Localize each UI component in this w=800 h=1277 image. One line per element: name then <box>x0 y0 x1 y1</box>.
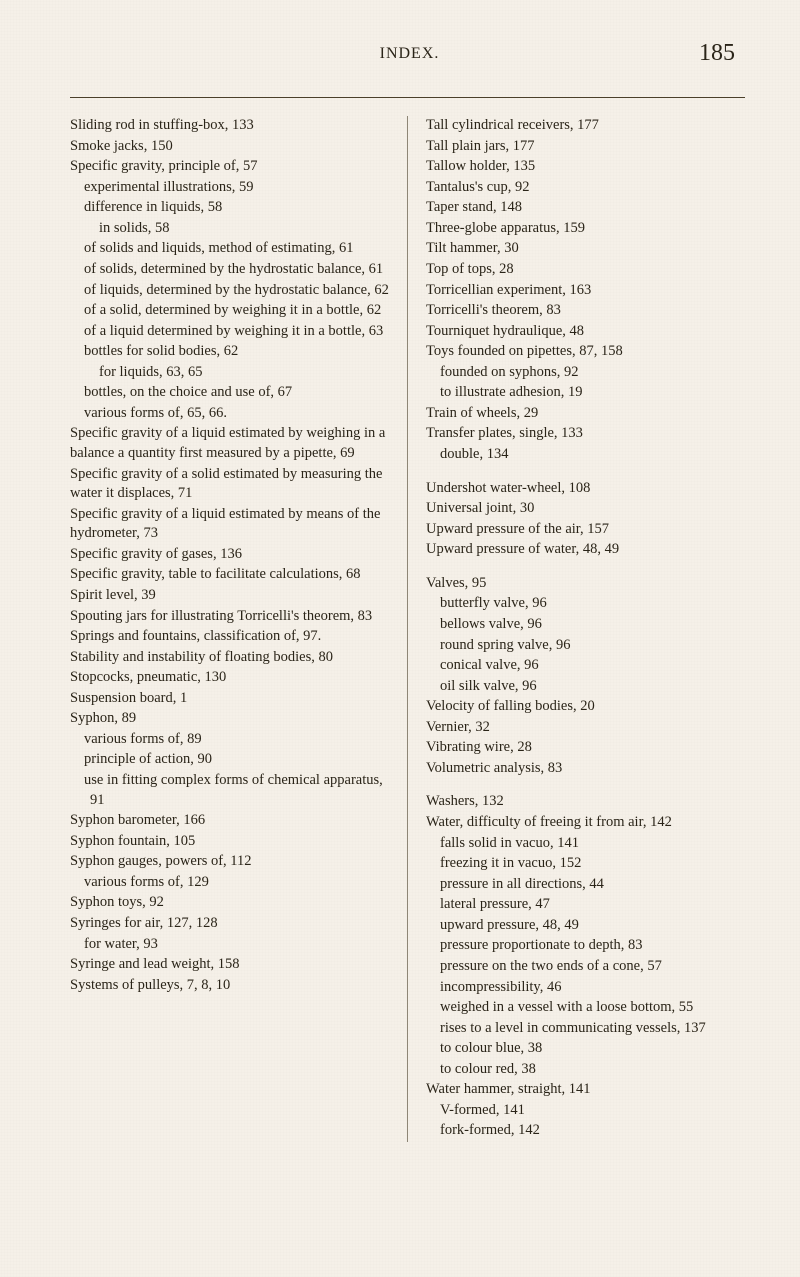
index-entry: in solids, 58 <box>70 219 389 239</box>
index-entry: conical valve, 96 <box>426 656 745 676</box>
index-entry: round spring valve, 96 <box>426 636 745 656</box>
index-entry: fork-formed, 142 <box>426 1121 745 1141</box>
index-entry: Syphon fountain, 105 <box>70 832 389 852</box>
index-entry: Torricellian experiment, 163 <box>426 281 745 301</box>
index-entry: Syphon gauges, powers of, 112 <box>70 852 389 872</box>
index-entry: Washers, 132 <box>426 792 745 812</box>
index-entry: Tantalus's cup, 92 <box>426 178 745 198</box>
index-entry: Upward pressure of water, 48, 49 <box>426 540 745 560</box>
index-entry: Syphon toys, 92 <box>70 893 389 913</box>
index-entry: Tallow holder, 135 <box>426 157 745 177</box>
left-column: Sliding rod in stuffing-box, 133Smoke ja… <box>70 116 389 1142</box>
index-entry: difference in liquids, 58 <box>70 198 389 218</box>
index-entry: Specific gravity of a solid estimated by… <box>70 465 389 504</box>
index-entry: rises to a level in communicating vessel… <box>426 1019 745 1039</box>
index-entry: V-formed, 141 <box>426 1101 745 1121</box>
index-entry: Springs and fountains, classification of… <box>70 627 389 647</box>
index-entry: falls solid in vacuo, 141 <box>426 834 745 854</box>
index-entry: Stopcocks, pneumatic, 130 <box>70 668 389 688</box>
index-entry: Tall cylindrical receivers, 177 <box>426 116 745 136</box>
index-entry: Spouting jars for illustrating Torricell… <box>70 607 389 627</box>
index-entry: Suspension board, 1 <box>70 689 389 709</box>
index-entry: of liquids, determined by the hydrostati… <box>70 281 389 301</box>
index-entry: Taper stand, 148 <box>426 198 745 218</box>
index-entry: Specific gravity, principle of, 57 <box>70 157 389 177</box>
index-entry: weighed in a vessel with a loose bottom,… <box>426 998 745 1018</box>
index-entry: of solids and liquids, method of estimat… <box>70 239 389 259</box>
index-entry: Water, difficulty of freeing it from air… <box>426 813 745 833</box>
index-entry: bottles for solid bodies, 62 <box>70 342 389 362</box>
index-entry: Systems of pulleys, 7, 8, 10 <box>70 976 389 996</box>
index-entry: experimental illustrations, 59 <box>70 178 389 198</box>
index-entry: incompressibility, 46 <box>426 978 745 998</box>
index-entry: Specific gravity, table to facilitate ca… <box>70 565 389 585</box>
index-entry: Universal joint, 30 <box>426 499 745 519</box>
index-entry: founded on syphons, 92 <box>426 363 745 383</box>
index-entry: Syringe and lead weight, 158 <box>70 955 389 975</box>
index-entry: Vernier, 32 <box>426 718 745 738</box>
index-entry: Stability and instability of floating bo… <box>70 648 389 668</box>
index-entry: Top of tops, 28 <box>426 260 745 280</box>
index-entry: various forms of, 89 <box>70 730 389 750</box>
index-entry: Syringes for air, 127, 128 <box>70 914 389 934</box>
index-entry: Sliding rod in stuffing-box, 133 <box>70 116 389 136</box>
index-entry: Undershot water-wheel, 108 <box>426 479 745 499</box>
index-entry: butterfly valve, 96 <box>426 594 745 614</box>
index-entry: bellows valve, 96 <box>426 615 745 635</box>
header-title: INDEX. <box>120 45 699 63</box>
index-entry: Spirit level, 39 <box>70 586 389 606</box>
index-entry: Valves, 95 <box>426 574 745 594</box>
header-divider <box>70 97 745 98</box>
index-entry: Specific gravity of a liquid estimated b… <box>70 424 389 463</box>
index-entry: Three-globe apparatus, 159 <box>426 219 745 239</box>
index-entry: for water, 93 <box>70 935 389 955</box>
index-entry: Syphon barometer, 166 <box>70 811 389 831</box>
index-entry: upward pressure, 48, 49 <box>426 916 745 936</box>
index-entry: various forms of, 129 <box>70 873 389 893</box>
index-entry: Tilt hammer, 30 <box>426 239 745 259</box>
index-entry: pressure on the two ends of a cone, 57 <box>426 957 745 977</box>
index-entry: Volumetric analysis, 83 <box>426 759 745 779</box>
index-entry: of a liquid determined by weighing it in… <box>70 322 389 342</box>
index-entry: Specific gravity of gases, 136 <box>70 545 389 565</box>
index-entry: Smoke jacks, 150 <box>70 137 389 157</box>
index-entry: Transfer plates, single, 133 <box>426 424 745 444</box>
index-entry: oil silk valve, 96 <box>426 677 745 697</box>
index-entry: pressure in all directions, 44 <box>426 875 745 895</box>
index-entry: principle of action, 90 <box>70 750 389 770</box>
index-entry: Vibrating wire, 28 <box>426 738 745 758</box>
index-columns: Sliding rod in stuffing-box, 133Smoke ja… <box>70 116 745 1142</box>
index-entry: Tourniquet hydraulique, 48 <box>426 322 745 342</box>
index-entry: Water hammer, straight, 141 <box>426 1080 745 1100</box>
index-entry: for liquids, 63, 65 <box>70 363 389 383</box>
column-divider <box>407 116 408 1142</box>
index-entry: double, 134 <box>426 445 745 465</box>
index-entry: Velocity of falling bodies, 20 <box>426 697 745 717</box>
index-entry: Tall plain jars, 177 <box>426 137 745 157</box>
page-header: INDEX. 185 <box>70 40 745 67</box>
index-entry: Specific gravity of a liquid estimated b… <box>70 505 389 544</box>
index-entry: Toys founded on pipettes, 87, 158 <box>426 342 745 362</box>
page-number: 185 <box>699 40 735 67</box>
index-entry: to colour blue, 38 <box>426 1039 745 1059</box>
index-entry: Train of wheels, 29 <box>426 404 745 424</box>
index-entry: lateral pressure, 47 <box>426 895 745 915</box>
index-entry: of a solid, determined by weighing it in… <box>70 301 389 321</box>
right-column: Tall cylindrical receivers, 177Tall plai… <box>426 116 745 1142</box>
index-entry: Torricelli's theorem, 83 <box>426 301 745 321</box>
index-entry: bottles, on the choice and use of, 67 <box>70 383 389 403</box>
index-entry: pressure proportionate to depth, 83 <box>426 936 745 956</box>
index-entry: to colour red, 38 <box>426 1060 745 1080</box>
index-entry: use in fitting complex forms of chemical… <box>70 771 389 810</box>
index-entry: various forms of, 65, 66. <box>70 404 389 424</box>
index-entry: Upward pressure of the air, 157 <box>426 520 745 540</box>
index-entry: Syphon, 89 <box>70 709 389 729</box>
index-entry: to illustrate adhesion, 19 <box>426 383 745 403</box>
index-entry: of solids, determined by the hydrostatic… <box>70 260 389 280</box>
index-entry: freezing it in vacuo, 152 <box>426 854 745 874</box>
